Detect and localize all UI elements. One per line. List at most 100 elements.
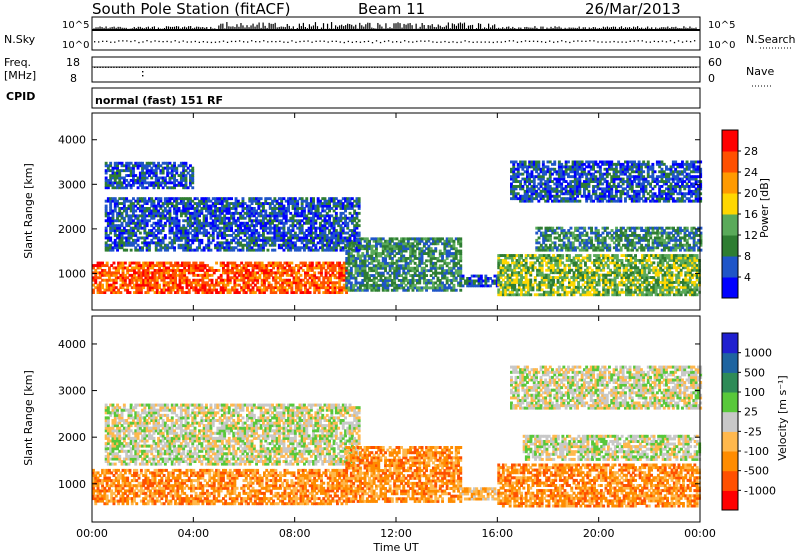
heatmap-cell — [123, 283, 127, 287]
heatmap-cell — [283, 261, 287, 265]
noise-right-tick-top: 10^5 — [708, 20, 735, 31]
heatmap-cell — [189, 197, 192, 201]
heatmap-cell — [203, 286, 207, 290]
heatmap-cell — [180, 269, 184, 272]
heatmap-cell — [285, 264, 289, 267]
noise-search-sample — [424, 40, 426, 42]
heatmap-cell — [349, 269, 353, 273]
heatmap-cell — [342, 288, 346, 292]
heatmap-cell — [331, 288, 335, 292]
heatmap-cell — [395, 266, 399, 270]
heatmap-cell — [235, 264, 239, 267]
heatmap-cell — [558, 263, 562, 267]
noise-search-sample — [657, 41, 660, 43]
heatmap-cell — [237, 269, 241, 272]
heatmap-cell — [404, 276, 408, 280]
noise-sky-label: N.Sky — [4, 33, 36, 46]
heatmap-cell — [329, 269, 332, 272]
heatmap-cell — [260, 278, 264, 282]
heatmap-cell — [267, 286, 271, 290]
heatmap-cell — [108, 266, 111, 270]
heatmap-cell — [313, 271, 317, 275]
heatmap-cell — [386, 247, 390, 251]
heatmap-cell — [400, 281, 403, 285]
heatmap-cell — [356, 274, 360, 277]
heatmap-cell — [96, 286, 100, 290]
heatmap-cell — [347, 271, 351, 275]
heatmap-cell — [372, 279, 376, 282]
heatmap-cell — [251, 264, 255, 267]
heatmap-cell — [404, 288, 408, 292]
heatmap-cell — [397, 283, 401, 287]
heatmap-cell — [310, 276, 314, 280]
heatmap-cell — [259, 197, 263, 201]
heatmap-cell — [402, 244, 406, 248]
noise-search-sample — [464, 40, 466, 42]
heatmap-cell — [390, 264, 394, 268]
heatmap-cell — [138, 231, 142, 235]
heatmap-cell — [201, 269, 205, 272]
heatmap-cell — [189, 219, 192, 223]
heatmap-cell — [169, 269, 173, 272]
heatmap-cell — [185, 286, 189, 290]
noise-search-sample — [134, 40, 136, 42]
heatmap-cell — [163, 234, 167, 237]
heatmap-cell — [322, 286, 326, 290]
frequency-series — [92, 66, 700, 77]
heatmap-cell — [379, 244, 383, 248]
heatmap-cell — [294, 278, 298, 282]
heatmap-cell — [128, 291, 132, 294]
heatmap-cell — [180, 288, 184, 292]
heatmap-cell — [461, 274, 465, 278]
heatmap-cell — [342, 283, 346, 287]
heatmap-cell — [158, 266, 161, 270]
heatmap-cell — [552, 293, 555, 297]
heatmap-cell — [142, 266, 146, 270]
heatmap-cell — [404, 247, 408, 251]
heatmap-cell — [338, 261, 342, 265]
heatmap-cell — [372, 274, 376, 277]
heatmap-cell — [459, 271, 463, 275]
heatmap-cell — [347, 261, 351, 265]
heatmap-cell — [159, 219, 163, 223]
heatmap-cell — [370, 252, 374, 255]
heatmap-cell — [171, 281, 175, 285]
heatmap-cell — [404, 259, 408, 263]
heatmap-cell — [397, 259, 401, 263]
heatmap-cell — [135, 283, 139, 287]
heatmap-cell — [381, 249, 385, 253]
noise-search-sample — [367, 40, 370, 42]
heatmap-cell — [165, 283, 168, 287]
heatmap-cell — [342, 264, 346, 267]
heatmap-cell — [304, 281, 307, 285]
heatmap-cell — [167, 291, 171, 294]
heatmap-cell — [208, 291, 212, 294]
heatmap-cell — [299, 281, 303, 285]
heatmap-cell — [273, 248, 277, 252]
heatmap-cell — [297, 286, 301, 290]
heatmap-cell — [201, 283, 205, 287]
heatmap-cell — [322, 264, 326, 267]
heatmap-cell — [149, 278, 152, 282]
heatmap-cell — [404, 244, 408, 248]
heatmap-cell — [333, 264, 337, 267]
heatmap-cell — [117, 261, 120, 265]
heatmap-cell — [158, 276, 161, 280]
heatmap-cell — [349, 288, 353, 292]
heatmap-cell — [258, 273, 262, 277]
heatmap-cell — [92, 278, 95, 282]
heatmap-cell — [226, 276, 230, 280]
heatmap-cell — [281, 291, 285, 294]
heatmap-cell — [244, 286, 248, 290]
heatmap-cell — [349, 286, 353, 290]
noise-search-sample — [323, 40, 325, 42]
heatmap-cell — [160, 269, 164, 272]
heatmap-cell — [203, 266, 207, 270]
heatmap-cell — [377, 283, 381, 287]
heatmap-cell — [400, 247, 403, 251]
heatmap-cell — [397, 257, 401, 260]
heatmap-cell — [135, 286, 139, 290]
heatmap-cell — [365, 247, 369, 251]
heatmap-cell — [224, 264, 228, 267]
